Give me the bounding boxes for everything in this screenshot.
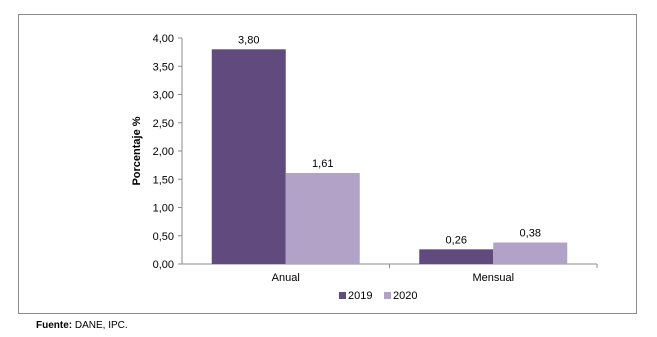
bar-2020-anual (285, 173, 360, 264)
y-tick-label: 2,50 (153, 118, 174, 130)
y-tick-label: 0,50 (153, 231, 174, 243)
data-label: 0,26 (446, 234, 467, 246)
y-axis-title: Porcentaje % (131, 116, 143, 185)
y-tick-label: 4,00 (153, 33, 174, 45)
source-label: Fuente: (36, 320, 73, 331)
data-label: 0,38 (520, 228, 541, 240)
legend-label: 2019 (348, 290, 372, 302)
y-tick-label: 0,00 (153, 259, 174, 271)
y-tick-label: 2,00 (153, 146, 174, 158)
bar-2020-mensual (493, 242, 568, 264)
source-text: DANE, IPC. (72, 320, 128, 331)
y-tick-label: 1,00 (153, 203, 174, 215)
source-note: Fuente: DANE, IPC. (36, 320, 128, 331)
bar-2019-anual (211, 49, 286, 264)
bar-2019-mensual (419, 249, 494, 264)
data-label: 3,80 (238, 34, 259, 46)
y-tick-label: 3,50 (153, 61, 174, 73)
legend-swatch (339, 292, 346, 299)
data-label: 1,61 (312, 158, 333, 170)
legend-label: 2020 (393, 290, 417, 302)
y-tick-label: 1,50 (153, 174, 174, 186)
x-tick-label: Anual (272, 272, 300, 284)
x-tick-label: Mensual (472, 272, 514, 284)
y-tick-label: 3,00 (153, 90, 174, 102)
legend-swatch (384, 292, 391, 299)
